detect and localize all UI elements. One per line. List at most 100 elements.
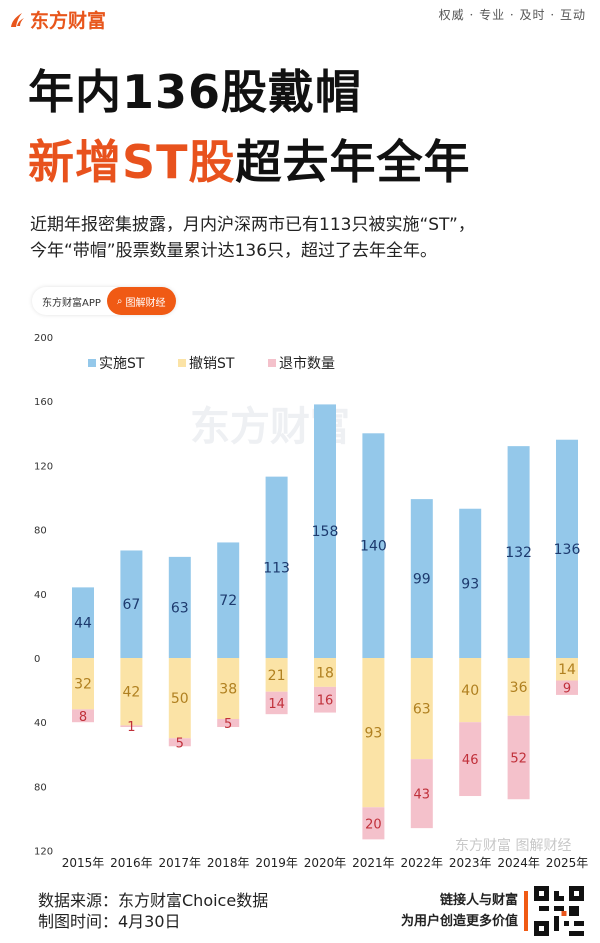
bar-revoke — [314, 658, 336, 687]
data-label-st: 44 — [74, 616, 92, 632]
bar-delist — [168, 738, 191, 747]
qr-code-icon[interactable] — [534, 886, 584, 936]
flame-logo-icon — [11, 12, 24, 27]
data-label-revoke: 93 — [364, 726, 382, 742]
title-rest: 超去年全年 — [235, 135, 471, 189]
bar-delist — [362, 807, 385, 840]
legend-label: 撤销ST — [189, 356, 235, 372]
bar-st — [314, 404, 336, 658]
bar-delist — [120, 725, 143, 728]
tag-label: 图解财经 — [125, 297, 166, 309]
legend-label: 实施ST — [99, 356, 145, 372]
legend-swatch — [178, 359, 186, 367]
bar-revoke — [168, 658, 191, 739]
bar-st — [120, 550, 143, 658]
divider — [524, 891, 528, 931]
data-label-st: 67 — [122, 597, 140, 613]
data-label-delist: 52 — [510, 752, 527, 767]
data-label-revoke: 50 — [171, 691, 189, 707]
y-tick-label: 120 — [34, 461, 53, 472]
data-label-delist: 5 — [224, 717, 232, 732]
bar-delist — [507, 715, 530, 800]
summary-line: 今年“带帽”股票数量累计达136只，超过了去年全年。 — [30, 241, 438, 261]
data-label-delist: 43 — [414, 788, 431, 803]
x-tick-label: 2024年 — [497, 856, 540, 870]
y-tick-label: 40 — [34, 590, 47, 601]
summary-line: 近期年报密集披露，月内沪深两市已有113只被实施“ST”， — [30, 215, 475, 235]
x-tick-label: 2017年 — [159, 856, 202, 870]
page-title: 年内136股戴帽 — [28, 65, 363, 119]
watermark-bottom: 东方财富 图解财经 — [455, 837, 571, 854]
data-label-delist: 16 — [317, 694, 334, 709]
bar-revoke — [217, 658, 240, 719]
data-label-revoke: 38 — [219, 681, 237, 697]
bar-delist — [265, 691, 288, 715]
data-label-st: 140 — [360, 539, 387, 555]
tag-button[interactable]: ⌕ 图解财经 — [106, 287, 176, 315]
search-icon: ⌕ — [116, 295, 123, 307]
data-label-delist: 8 — [79, 710, 87, 725]
data-label-delist: 1 — [127, 720, 135, 735]
data-label-st: 63 — [171, 600, 189, 616]
x-tick-label: 2018年 — [207, 856, 250, 870]
bar-st — [410, 499, 433, 658]
bar-revoke — [120, 658, 143, 726]
x-tick-label: 2015年 — [62, 856, 105, 870]
y-tick-label: 120 — [34, 847, 53, 858]
bar-st — [556, 439, 578, 658]
bar-st — [459, 508, 482, 658]
data-label-revoke: 32 — [74, 677, 92, 693]
data-label-st: 158 — [312, 524, 339, 540]
data-label-delist: 20 — [365, 817, 382, 832]
y-tick-label: 0 — [34, 654, 40, 665]
title-highlight: 新增ST股 — [28, 135, 236, 189]
data-label-st: 93 — [461, 576, 479, 592]
footer-slogan: 链接人与财富 为用户创造更多价值 — [401, 890, 518, 932]
bar-st — [362, 433, 385, 658]
brand-logo: 东方财富 — [8, 6, 106, 33]
data-label-revoke: 42 — [122, 685, 140, 701]
x-tick-label: 2021年 — [352, 856, 395, 870]
bar-st — [265, 476, 288, 658]
bar-delist — [217, 718, 240, 728]
data-label-st: 113 — [263, 560, 290, 576]
x-tick-label: 2025年 — [546, 856, 589, 870]
app-label: 东方财富APP — [42, 297, 101, 309]
x-tick-label: 2022年 — [401, 856, 444, 870]
footer-info: 数据来源：东方财富Choice数据 制图时间：4月30日 — [38, 890, 268, 932]
data-source: 数据来源：东方财富Choice数据 — [38, 891, 269, 910]
bar-st — [217, 542, 240, 658]
data-label-revoke: 14 — [558, 662, 576, 678]
data-label-delist: 9 — [563, 682, 571, 697]
data-label-st: 99 — [413, 572, 431, 588]
x-tick-label: 2016年 — [110, 856, 153, 870]
data-label-revoke: 21 — [268, 668, 286, 684]
x-tick-label: 2023年 — [449, 856, 492, 870]
legend-swatch — [88, 359, 96, 367]
bar-revoke — [72, 658, 94, 710]
data-label-revoke: 63 — [413, 702, 431, 718]
data-label-revoke: 36 — [510, 680, 528, 696]
slogan: 权威 · 专业 · 及时 · 互动 — [438, 8, 586, 22]
legend-swatch — [268, 359, 276, 367]
y-tick-label: 80 — [34, 782, 47, 793]
y-tick-label: 80 — [34, 526, 47, 537]
bar-st — [72, 587, 94, 658]
y-tick-label: 200 — [34, 333, 53, 344]
data-label-delist: 5 — [176, 736, 184, 751]
bar-delist — [459, 722, 482, 797]
bar-st — [168, 556, 191, 658]
bar-delist — [556, 680, 578, 695]
data-label-st: 132 — [505, 545, 532, 561]
data-label-delist: 14 — [268, 697, 285, 712]
slogan-line: 为用户创造更多价值 — [400, 914, 518, 929]
bar-delist — [410, 759, 433, 829]
data-label-revoke: 18 — [316, 665, 334, 681]
bar-revoke — [362, 658, 385, 808]
data-label-st: 136 — [554, 542, 581, 558]
y-tick-label: 160 — [34, 397, 53, 408]
bar-st — [507, 446, 530, 658]
data-label-delist: 46 — [462, 753, 479, 768]
x-tick-label: 2020年 — [304, 856, 347, 870]
